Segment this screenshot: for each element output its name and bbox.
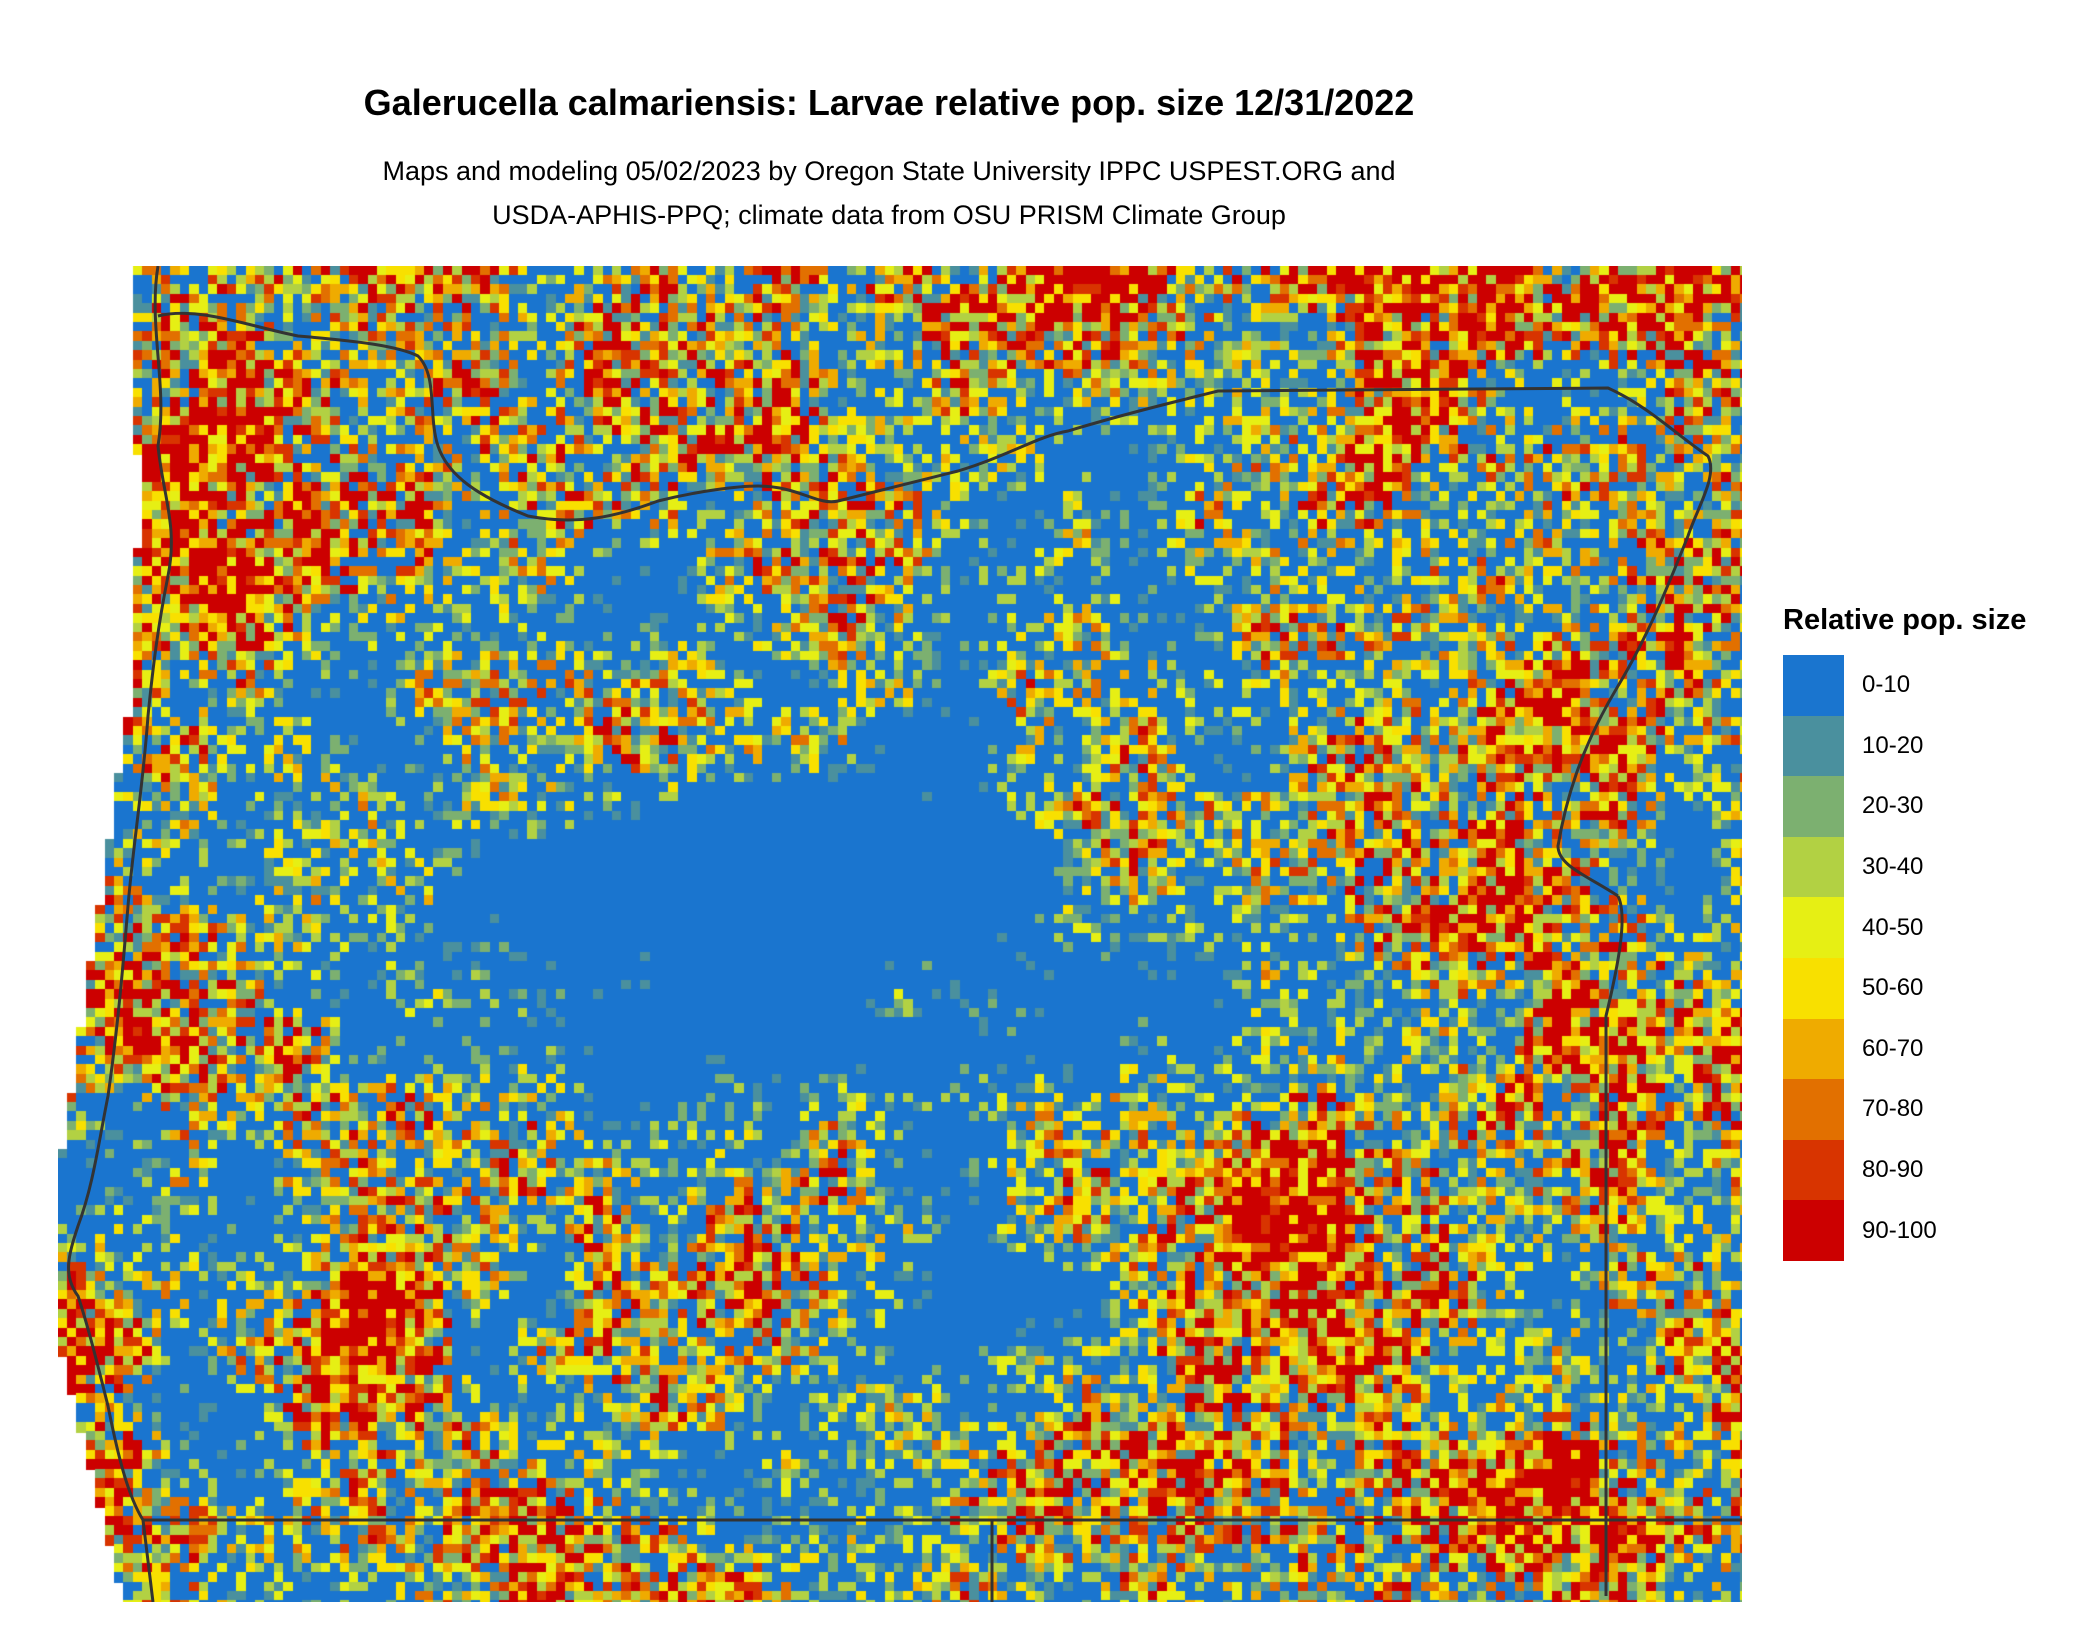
legend-label: 80-90	[1862, 1156, 1924, 1184]
legend-swatch	[1783, 655, 1844, 716]
oregon-california-border	[143, 1518, 1742, 1602]
legend-label: 30-40	[1862, 853, 1924, 881]
oregon-raster-map	[58, 266, 1742, 1602]
legend-label: 60-70	[1862, 1034, 1924, 1062]
oregon-coastline	[67, 266, 173, 1602]
legend-item: 10-20	[1783, 715, 2026, 777]
population-raster	[58, 266, 1742, 1602]
legend-swatch	[1783, 715, 1844, 777]
legend-item: 30-40	[1783, 836, 2026, 898]
legend-item: 0-10	[1783, 655, 2026, 716]
legend-item: 50-60	[1783, 957, 2026, 1019]
legend-item: 70-80	[1783, 1079, 2026, 1140]
map-subtitle-line-2: USDA-APHIS-PPQ; climate data from OSU PR…	[492, 200, 1286, 230]
legend-item: 80-90	[1783, 1139, 2026, 1201]
oregon-idaho-border	[1604, 895, 1624, 1596]
oregon-washington-border	[157, 311, 1713, 898]
legend-swatch	[1783, 957, 1844, 1019]
legend-swatch	[1783, 1200, 1844, 1261]
legend-label: 70-80	[1862, 1095, 1924, 1123]
legend-item: 60-70	[1783, 1018, 2026, 1080]
legend-swatch	[1783, 897, 1844, 958]
legend-label: 90-100	[1862, 1216, 1937, 1244]
legend-swatch	[1783, 1079, 1844, 1140]
legend-swatch	[1783, 836, 1844, 898]
legend-label: 50-60	[1862, 974, 1924, 1002]
legend-label: 0-10	[1862, 671, 1911, 699]
state-boundaries	[67, 266, 1742, 1602]
legend-item: 20-30	[1783, 776, 2026, 837]
map-subtitle-line-1: Maps and modeling 05/02/2023 by Oregon S…	[382, 156, 1396, 186]
map-title: Galerucella calmariensis: Larvae relativ…	[363, 82, 1415, 123]
legend-swatch	[1783, 776, 1844, 837]
legend-label: 10-20	[1862, 731, 1924, 759]
legend-title: Relative pop. size	[1783, 604, 2027, 636]
legend-label: 40-50	[1862, 913, 1924, 941]
legend-item: 90-100	[1783, 1200, 2026, 1261]
legend-swatch	[1783, 1139, 1844, 1201]
legend-label: 20-30	[1862, 792, 1924, 820]
legend: Relative pop. size 0-10 10-20 20-30 30-40 40…	[1783, 604, 2026, 1261]
legend-swatch	[1783, 1018, 1844, 1080]
legend-item: 40-50	[1783, 897, 2026, 958]
